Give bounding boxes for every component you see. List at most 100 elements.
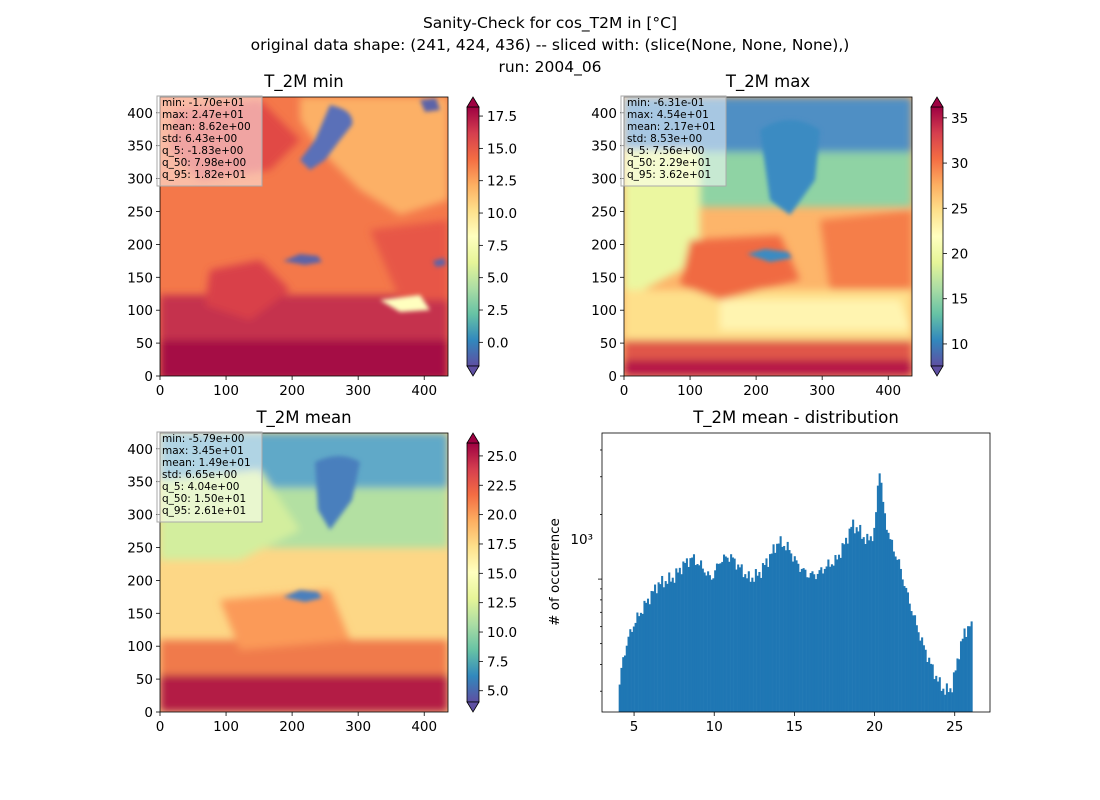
histogram-bar (622, 657, 625, 712)
histogram-bar (868, 540, 871, 712)
map-ytick-label: 100 (127, 639, 153, 655)
histogram-bar (850, 526, 853, 712)
histogram-bar (784, 550, 787, 712)
map-ytick-label: 350 (127, 475, 153, 491)
stats-max-line: mean: 2.17e+01 (627, 121, 716, 133)
histogram-bar (701, 568, 704, 712)
map-max (624, 97, 912, 376)
histogram-bar (680, 574, 683, 712)
histogram-bar (724, 556, 727, 712)
histogram-bar (855, 527, 858, 712)
histogram-bar (857, 531, 860, 712)
histogram-bar (772, 544, 775, 712)
histogram-bar (940, 690, 943, 712)
histogram-bar (947, 692, 950, 712)
histogram-bar (899, 568, 902, 712)
histogram-bar (942, 688, 945, 712)
map-ytick-label: 400 (591, 106, 617, 122)
map-xtick-label: 100 (677, 383, 703, 399)
stats-max-line: min: -6.31e-01 (627, 97, 704, 109)
histogram-bar (712, 578, 715, 712)
histogram-bar (760, 577, 763, 712)
histogram-bar (740, 564, 743, 712)
histogram-bar (914, 615, 917, 712)
histogram-xtick-label: 20 (866, 719, 883, 735)
colorbar-tick-label: 7.5 (487, 654, 508, 670)
stats-min-line: mean: 8.62e+00 (162, 121, 251, 133)
histogram-bar (802, 568, 805, 712)
map-ytick-label: 200 (127, 573, 153, 589)
histogram-bar (852, 519, 855, 712)
map-xtick-label: 300 (345, 383, 371, 399)
map-ytick-label: 0 (144, 369, 153, 385)
map-frame (159, 432, 449, 713)
histogram-bar (956, 658, 959, 712)
map-ytick-label: 0 (144, 705, 153, 721)
colorbar-min (466, 96, 480, 377)
histogram-bar (866, 533, 869, 712)
histogram-bar (896, 559, 899, 712)
histogram-bar (825, 566, 828, 712)
histogram-ytick-label: 10³ (570, 532, 593, 548)
histogram-bar (922, 645, 925, 712)
histogram-bar (731, 557, 734, 712)
colorbar-tick-label: 15.0 (487, 141, 517, 157)
map-xtick-label: 0 (156, 719, 165, 735)
histogram-bar (878, 473, 881, 712)
histogram-bar (645, 602, 648, 712)
map-xtick-label: 200 (743, 383, 769, 399)
histogram-xtick-label: 25 (946, 719, 963, 735)
histogram-bar (836, 559, 839, 712)
histogram-bar (809, 573, 812, 712)
histogram-bar (618, 684, 621, 712)
histogram-ylabel: # of occurrence (547, 518, 563, 626)
map-ytick-label: 100 (591, 303, 617, 319)
histogram-bar (634, 622, 637, 712)
map-ytick-label: 50 (136, 672, 153, 688)
map-ytick-label: 50 (600, 336, 617, 352)
histogram-bar (827, 559, 830, 712)
colorbar-tick-label: 2.5 (487, 303, 508, 319)
histogram-bar (846, 543, 849, 712)
colorbar-tick-label: 5.0 (487, 684, 508, 700)
histogram-bar (965, 636, 968, 712)
stats-max-line: max: 4.54e+01 (627, 109, 709, 121)
histogram-bar (753, 581, 756, 712)
colorbar-tick-label: 25.0 (487, 449, 517, 465)
histogram-bar (797, 563, 800, 712)
histogram-bar (721, 561, 724, 712)
map-xtick-label: 0 (156, 383, 165, 399)
histogram-bar (845, 537, 848, 712)
map-ytick-label: 300 (127, 172, 153, 188)
histogram-bar (841, 543, 844, 712)
histogram-bar (655, 593, 658, 712)
histogram-bar (776, 543, 779, 712)
histogram-bar (733, 558, 736, 712)
colorbar-tick-label: 5.0 (487, 271, 508, 287)
histogram-bar (880, 482, 883, 712)
histogram-bar (774, 552, 777, 712)
map-xtick-label: 0 (620, 383, 629, 399)
stats-max-line: q_50: 2.29e+01 (627, 157, 711, 169)
histogram-bar (837, 554, 841, 712)
histogram-bar (967, 626, 970, 712)
histogram-bar (639, 612, 642, 712)
stats-box-mean: min: -5.79e+00 max: 3.45e+01 mean: 1.49e… (156, 431, 263, 523)
histogram-bar (749, 581, 752, 712)
colorbar-max (930, 96, 944, 377)
map-xtick-label: 100 (213, 383, 239, 399)
stats-min-line: q_95: 1.82e+01 (162, 169, 246, 181)
histogram-bar (668, 572, 671, 712)
histogram-bar (963, 628, 966, 712)
histogram-bar (944, 694, 947, 712)
histogram-bar (636, 612, 639, 712)
histogram-bar (795, 560, 798, 712)
histogram-bar (728, 561, 731, 712)
histogram-bar (912, 615, 915, 712)
histogram-bar (678, 567, 681, 712)
histogram-bar (666, 583, 669, 712)
histogram-bar (783, 545, 786, 712)
histogram-bar (756, 575, 759, 712)
map-xtick-label: 100 (213, 719, 239, 735)
histogram-bar (738, 567, 741, 712)
